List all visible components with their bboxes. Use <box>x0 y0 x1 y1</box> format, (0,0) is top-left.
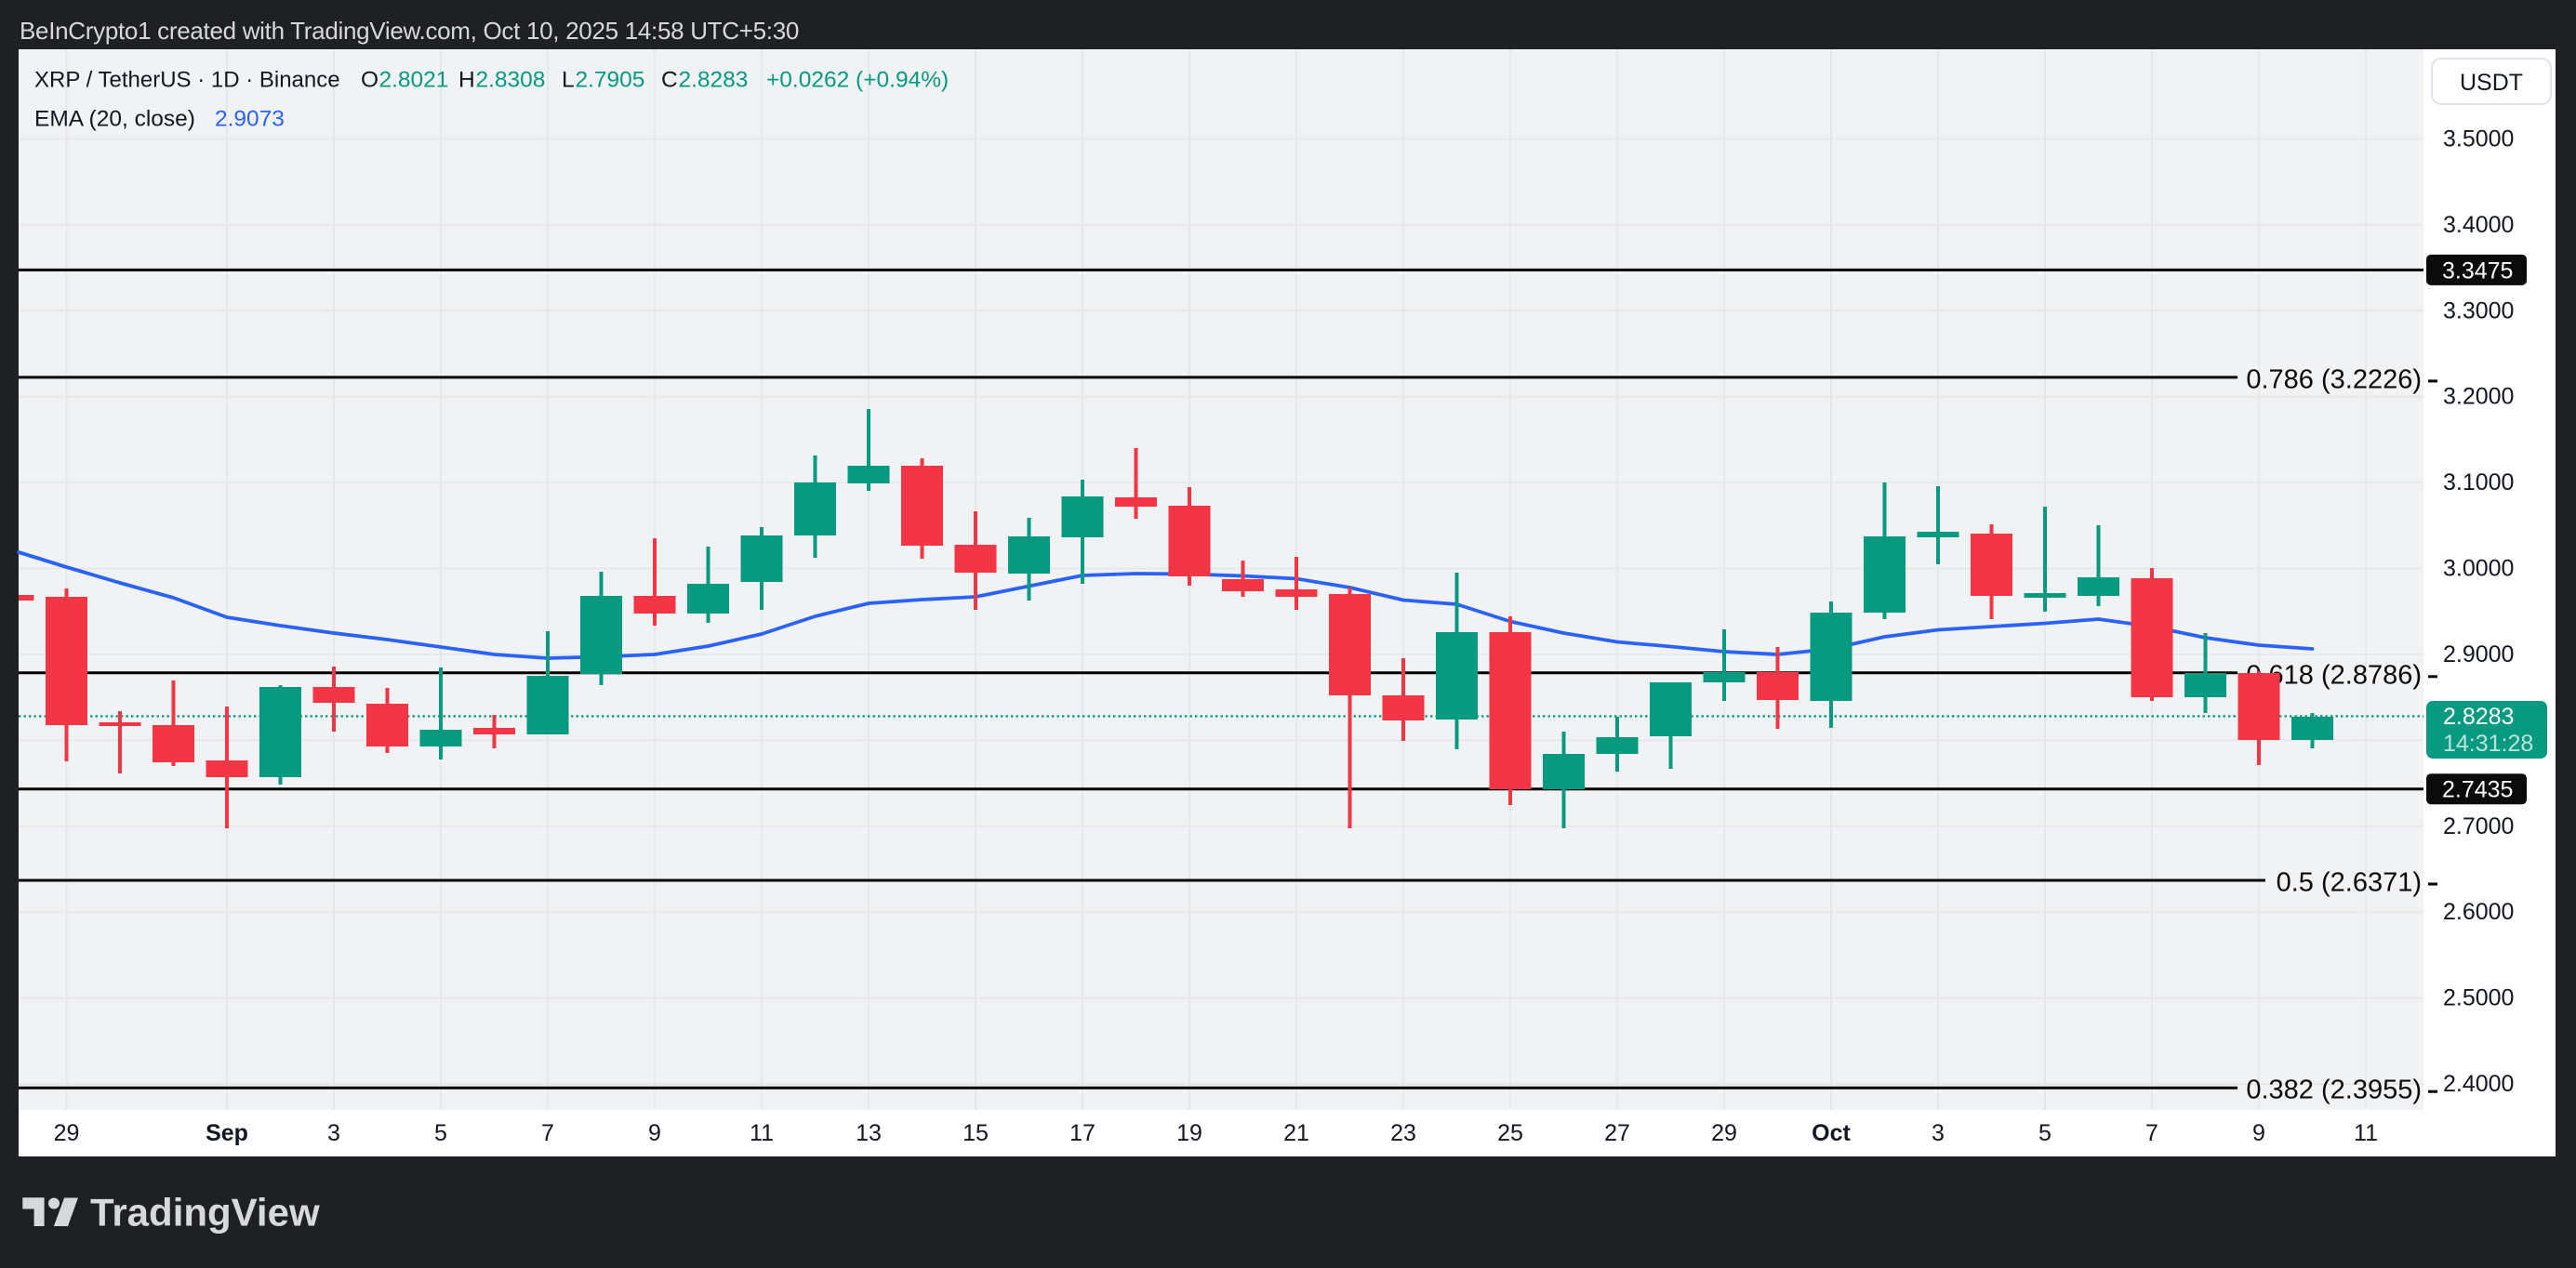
svg-text:2.8021: 2.8021 <box>379 68 449 93</box>
svg-text:27: 27 <box>1604 1120 1630 1146</box>
svg-text:25: 25 <box>1497 1120 1523 1146</box>
svg-text:3.3475: 3.3475 <box>2442 258 2513 284</box>
svg-text:2.4000: 2.4000 <box>2443 1071 2514 1097</box>
svg-text:9: 9 <box>648 1120 661 1146</box>
svg-text:O: O <box>361 68 378 93</box>
svg-text:2.9073: 2.9073 <box>215 107 285 132</box>
svg-text:3: 3 <box>1932 1120 1945 1146</box>
svg-text:29: 29 <box>1711 1120 1737 1146</box>
svg-text:29: 29 <box>54 1120 80 1146</box>
svg-text:13: 13 <box>856 1120 882 1146</box>
svg-text:Oct: Oct <box>1812 1120 1851 1146</box>
svg-text:BeInCrypto1 created with Tradi: BeInCrypto1 created with TradingView.com… <box>20 17 799 45</box>
svg-text:EMA (20, close): EMA (20, close) <box>34 107 195 132</box>
svg-text:3.2000: 3.2000 <box>2443 384 2514 410</box>
svg-text:2.5000: 2.5000 <box>2443 985 2514 1011</box>
svg-text:3.1000: 3.1000 <box>2443 469 2514 495</box>
svg-text:2.6000: 2.6000 <box>2443 899 2514 925</box>
svg-text:15: 15 <box>963 1120 989 1146</box>
svg-text:2.8308: 2.8308 <box>476 68 546 93</box>
svg-text:XRP / TetherUS · 1D · Binance: XRP / TetherUS · 1D · Binance <box>34 68 340 93</box>
svg-text:0.5 (2.6371): 0.5 (2.6371) <box>2277 868 2422 898</box>
svg-text:0.382 (2.3955): 0.382 (2.3955) <box>2246 1076 2422 1105</box>
svg-text:5: 5 <box>2038 1120 2052 1146</box>
svg-text:3: 3 <box>327 1120 340 1146</box>
svg-text:14:31:28: 14:31:28 <box>2443 731 2533 757</box>
svg-text:+0.0262 (+0.94%): +0.0262 (+0.94%) <box>766 68 949 93</box>
svg-text:TradingView: TradingView <box>90 1191 320 1235</box>
svg-text:L: L <box>562 68 575 93</box>
svg-text:7: 7 <box>541 1120 554 1146</box>
svg-text:2.8283: 2.8283 <box>679 68 749 93</box>
svg-text:USDT: USDT <box>2460 70 2523 96</box>
svg-text:2.7435: 2.7435 <box>2442 777 2513 803</box>
svg-text:11: 11 <box>750 1120 774 1146</box>
svg-text:2.8283: 2.8283 <box>2443 704 2514 730</box>
svg-text:2.9000: 2.9000 <box>2443 641 2514 667</box>
svg-text:21: 21 <box>1283 1120 1309 1146</box>
svg-text:0.786 (3.2226): 0.786 (3.2226) <box>2246 364 2422 394</box>
svg-text:3.0000: 3.0000 <box>2443 556 2514 582</box>
svg-text:5: 5 <box>434 1120 447 1146</box>
svg-text:Sep: Sep <box>206 1120 248 1146</box>
svg-text:3.3000: 3.3000 <box>2443 297 2514 324</box>
svg-text:3.5000: 3.5000 <box>2443 126 2514 152</box>
svg-text:17: 17 <box>1069 1120 1095 1146</box>
svg-text:H: H <box>458 68 475 93</box>
svg-text:9: 9 <box>2252 1120 2265 1146</box>
svg-text:3.4000: 3.4000 <box>2443 212 2514 238</box>
svg-text:C: C <box>661 68 678 93</box>
svg-text:7: 7 <box>2145 1120 2158 1146</box>
svg-text:23: 23 <box>1390 1120 1416 1146</box>
svg-text:2.7000: 2.7000 <box>2443 813 2514 839</box>
svg-text:2.7905: 2.7905 <box>576 68 645 93</box>
svg-text:11: 11 <box>2354 1120 2378 1146</box>
svg-text:19: 19 <box>1176 1120 1202 1146</box>
